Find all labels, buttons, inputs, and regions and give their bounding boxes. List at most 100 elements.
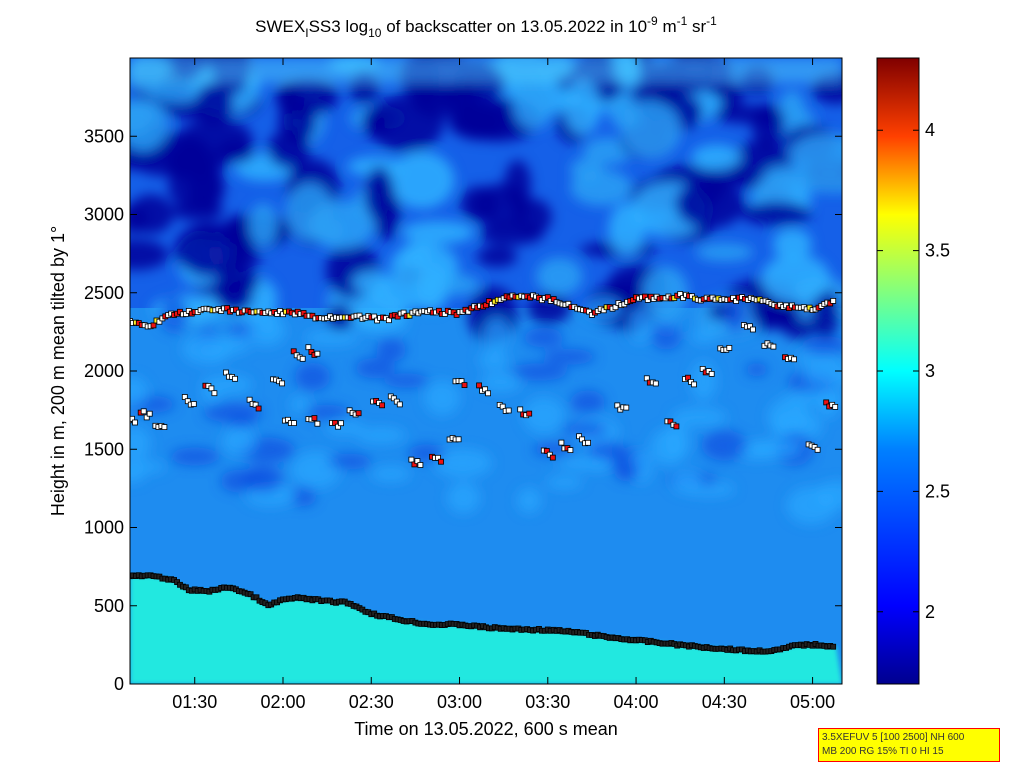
cloud-top-marker [277,308,283,314]
mid-layer-marker [458,378,465,385]
y-tick-label: 2500 [84,283,124,303]
mid-layer-marker [699,365,706,372]
mid-layer-marker [485,390,492,397]
cloud-top-marker [544,294,551,301]
mid-layer-marker [750,326,756,333]
mid-layer-marker [567,447,574,454]
mid-layer-marker [161,424,168,431]
mid-layer-marker [417,462,424,468]
mid-layer-marker [558,439,565,446]
mid-layer-marker [770,343,777,350]
x-tick-label: 02:30 [349,692,394,712]
mid-layer-marker [255,405,262,412]
y-tick-label: 2000 [84,361,124,381]
cloud-top-marker [612,304,619,311]
cloud-top-marker [182,311,189,317]
mid-layer-marker [543,448,550,454]
chart-title: SWEXISS3 log10 of backscatter on 13.05.2… [255,14,717,40]
mid-layer-marker [585,439,591,446]
mid-layer-marker [252,401,259,408]
y-tick-label: 3500 [84,126,124,146]
mid-layer-marker [832,403,839,410]
x-axis: 01:30 02:00 02:30 03:00 03:30 04:00 04:30 05:00 [172,58,835,712]
mid-layer-marker [290,348,297,355]
mid-layer-marker [314,350,321,357]
cloud-top-marker [733,298,739,304]
surface-layer-marker [182,584,189,591]
cloud-top-marker [680,295,686,301]
mid-layer-marker [652,380,659,387]
colorbar [876,57,920,685]
mid-layer-marker [623,404,630,411]
y-tick-label: 500 [94,596,124,616]
surface-layer-marker [253,594,260,601]
x-tick-label: 04:00 [614,692,659,712]
colorbar-tick-label: 3 [925,361,935,381]
mid-layer-marker [130,415,135,422]
colorbar-ticks: 2 2.5 3 3.5 4 [877,120,950,622]
mid-layer-marker [505,407,512,414]
mid-layer-marker [791,356,797,363]
x-tick-label: 04:30 [702,692,747,712]
mid-layer-marker [685,374,691,381]
mid-layer-marker [305,344,312,351]
surface-layer-marker [830,643,837,650]
x-axis-label: Time on 13.05.2022, 600 s mean [354,719,618,739]
mid-layer-marker [526,410,533,417]
y-tick-label: 1500 [84,439,124,459]
mid-layer-marker [335,423,341,430]
mid-layer-marker [279,380,286,387]
mid-layer-marker [181,394,188,400]
cloud-top-marker [156,318,163,325]
cloud-top-marker [830,297,837,304]
mid-layer-marker [355,410,362,417]
mid-layer-marker [390,395,397,402]
mid-layer-marker [132,419,138,426]
mid-layer-marker [726,344,733,351]
processing-info-box: 3.5XEFUV 5 [100 2500] NH 600 MB 200 RG 1… [818,728,1000,762]
mid-layer-marker [190,401,197,407]
cloud-top-marker [730,294,736,301]
colorbar-tick-label: 2.5 [925,481,950,501]
mid-layer-marker [246,396,253,403]
cloud-top-marker [400,309,407,316]
info-line-1: 3.5XEFUV 5 [100 2500] NH 600 [822,732,965,743]
mid-layer-marker [124,413,129,418]
mid-layer-marker [332,419,338,426]
mid-layer-marker [184,398,191,405]
cloud-top-marker [385,317,392,324]
colorbar-tick-label: 4 [925,120,935,140]
mid-layer-marker [614,402,621,409]
mid-layer-marker [284,416,291,423]
mid-layer-marker [314,420,321,427]
mid-layer-marker [476,382,483,389]
x-tick-label: 05:00 [790,692,835,712]
mid-layer-marker [549,454,556,461]
mid-layer-marker [379,402,386,409]
mid-layer-marker [308,348,315,355]
cloud-top-marker [441,311,448,317]
x-tick-label: 02:00 [260,692,305,712]
colorbar-tick-label: 2 [925,602,935,622]
mid-layer-marker [211,390,218,397]
mid-layer-marker [299,355,306,362]
mid-layer-marker [408,456,415,463]
mid-layer-marker [643,375,650,382]
cloud-top-marker [435,307,442,314]
mid-layer-marker [482,386,489,393]
mid-layer-marker [143,414,150,421]
x-tick-label: 03:00 [437,692,482,712]
mid-layer-marker [461,382,468,389]
mid-layer-marker [146,410,153,417]
y-tick-label: 0 [114,674,124,694]
mid-layer-marker [691,381,697,388]
mid-layer-marker [747,323,753,330]
mid-layer-marker [517,406,524,413]
x-tick-label: 01:30 [172,692,217,712]
cloud-top-marker [232,306,239,313]
mid-layer-marker [414,458,421,465]
mid-layer-marker [311,415,318,422]
mid-layer-marker [579,436,585,443]
mid-layer-marker [435,454,441,461]
